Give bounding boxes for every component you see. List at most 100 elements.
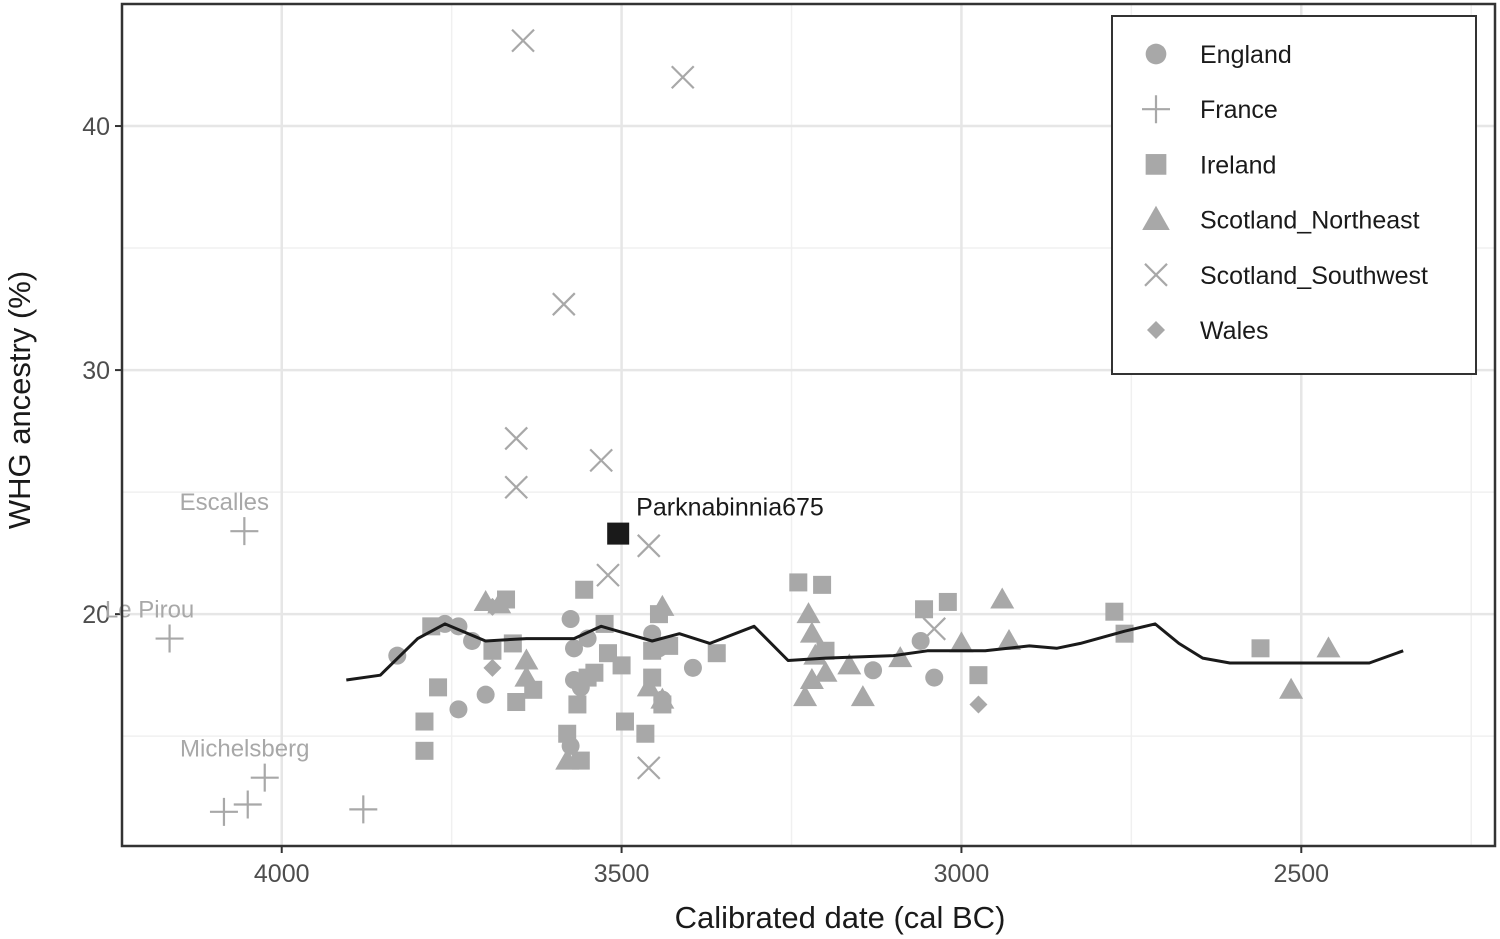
annotations: Parknabinnia675 Escalles Le Pirou Michelsbe… [105, 489, 824, 762]
point-scotland-southwest [922, 617, 947, 641]
point-scotland-southwest [670, 65, 695, 89]
legend-key-wales [1147, 321, 1165, 339]
point-wales [969, 695, 988, 714]
point-wales [483, 658, 502, 677]
point-france [209, 797, 238, 826]
point-scotland-northeast [636, 675, 661, 697]
point-ireland [643, 641, 662, 660]
point-ireland [612, 656, 631, 675]
point-france [250, 763, 279, 792]
x-tick-label: 4000 [254, 860, 310, 888]
legend-key-france [1142, 95, 1170, 124]
x-tick-label: 3000 [934, 860, 990, 888]
site-label: Michelsberg [180, 736, 309, 763]
point-ireland [660, 636, 679, 655]
point-scotland-northeast [650, 687, 675, 709]
point-france [233, 790, 262, 819]
point-ireland [707, 644, 726, 663]
point-scotland-northeast [799, 621, 824, 643]
point-scotland-southwest [504, 426, 529, 451]
point-scotland-northeast [555, 748, 580, 770]
point-england [449, 700, 468, 719]
point-scotland-northeast [514, 665, 539, 687]
legend: England France Ireland Scotland_Northeast Sc… [1111, 15, 1477, 375]
trend-line [346, 622, 1404, 682]
legend-label: France [1200, 96, 1278, 124]
point-scotland-northeast [990, 587, 1015, 609]
point-england [683, 658, 702, 677]
point-england [561, 610, 580, 629]
legend-label: Ireland [1200, 151, 1276, 179]
point-scotland-northeast [793, 685, 818, 707]
legend-key-england [1145, 43, 1167, 65]
y-tick-label: 30 [82, 357, 110, 385]
point-england [925, 668, 944, 687]
point-ireland [568, 695, 587, 714]
point-scotland-southwest [589, 448, 613, 473]
point-ireland [789, 573, 808, 592]
legend-key-scotland-southwest [1144, 263, 1168, 287]
point-ireland [483, 641, 502, 660]
point-ireland [585, 663, 604, 682]
point-scotland-southwest [636, 756, 661, 780]
point-scotland-northeast [796, 602, 821, 624]
point-ireland [575, 580, 594, 599]
point-ireland [969, 666, 988, 685]
point-scotland-northeast [799, 668, 824, 690]
point-england [864, 661, 883, 680]
legend-label: Scotland_Northeast [1200, 207, 1420, 235]
legend-key-ireland [1145, 154, 1167, 175]
point-ireland [415, 712, 434, 731]
site-label: Le Pirou [105, 597, 194, 624]
point-scotland-northeast [514, 648, 539, 670]
point-scotland-northeast [949, 631, 974, 653]
y-axis: 20 30 40 [82, 113, 122, 629]
point-scotland-southwest [552, 292, 576, 316]
point-scotland-southwest [511, 28, 535, 53]
point-wales [483, 597, 502, 616]
point-ireland [503, 634, 522, 653]
point-england [565, 639, 584, 658]
point-ireland [636, 724, 655, 743]
point-scotland-northeast [1316, 636, 1341, 658]
x-axis: 4000 3500 3000 2500 [254, 846, 1329, 888]
legend-label: Wales [1200, 317, 1269, 345]
point-scotland-northeast [850, 685, 875, 707]
point-scotland-northeast [837, 653, 862, 675]
y-axis-title: WHG ancestry (%) [2, 271, 37, 529]
point-england [476, 685, 495, 704]
point-ireland [615, 712, 634, 731]
point-england [388, 646, 407, 665]
point-scotland-southwest [596, 563, 620, 587]
point-scotland-southwest [636, 534, 661, 558]
point-ireland [507, 693, 526, 712]
point-france [230, 517, 259, 546]
point-ireland [598, 644, 617, 663]
point-scotland-northeast [997, 628, 1022, 650]
y-tick-label: 40 [82, 113, 110, 141]
legend-label: England [1200, 41, 1292, 69]
point-ireland [813, 575, 832, 594]
point-france [349, 795, 378, 824]
site-label: Escalles [180, 489, 269, 516]
legend-box [1111, 15, 1477, 375]
point-ireland [1251, 639, 1270, 658]
point-scotland-northeast [650, 594, 675, 616]
point-scotland-northeast [1279, 677, 1304, 699]
highlight-label: Parknabinnia675 [636, 494, 824, 522]
point-ireland [938, 592, 957, 611]
highlight-point [607, 522, 630, 545]
data-points [155, 28, 1341, 826]
point-france [155, 624, 184, 653]
point-scotland-northeast [813, 660, 838, 682]
legend-key-scotland-northeast [1142, 205, 1170, 230]
point-ireland [558, 724, 577, 743]
point-scotland-southwest [504, 475, 529, 500]
grid-major [122, 4, 1495, 846]
legend-label: Scotland_Southwest [1200, 262, 1428, 290]
plot-border [120, 2, 1497, 848]
trend-line-group [346, 622, 1404, 682]
point-ireland [422, 617, 441, 636]
x-tick-label: 3500 [594, 860, 650, 888]
